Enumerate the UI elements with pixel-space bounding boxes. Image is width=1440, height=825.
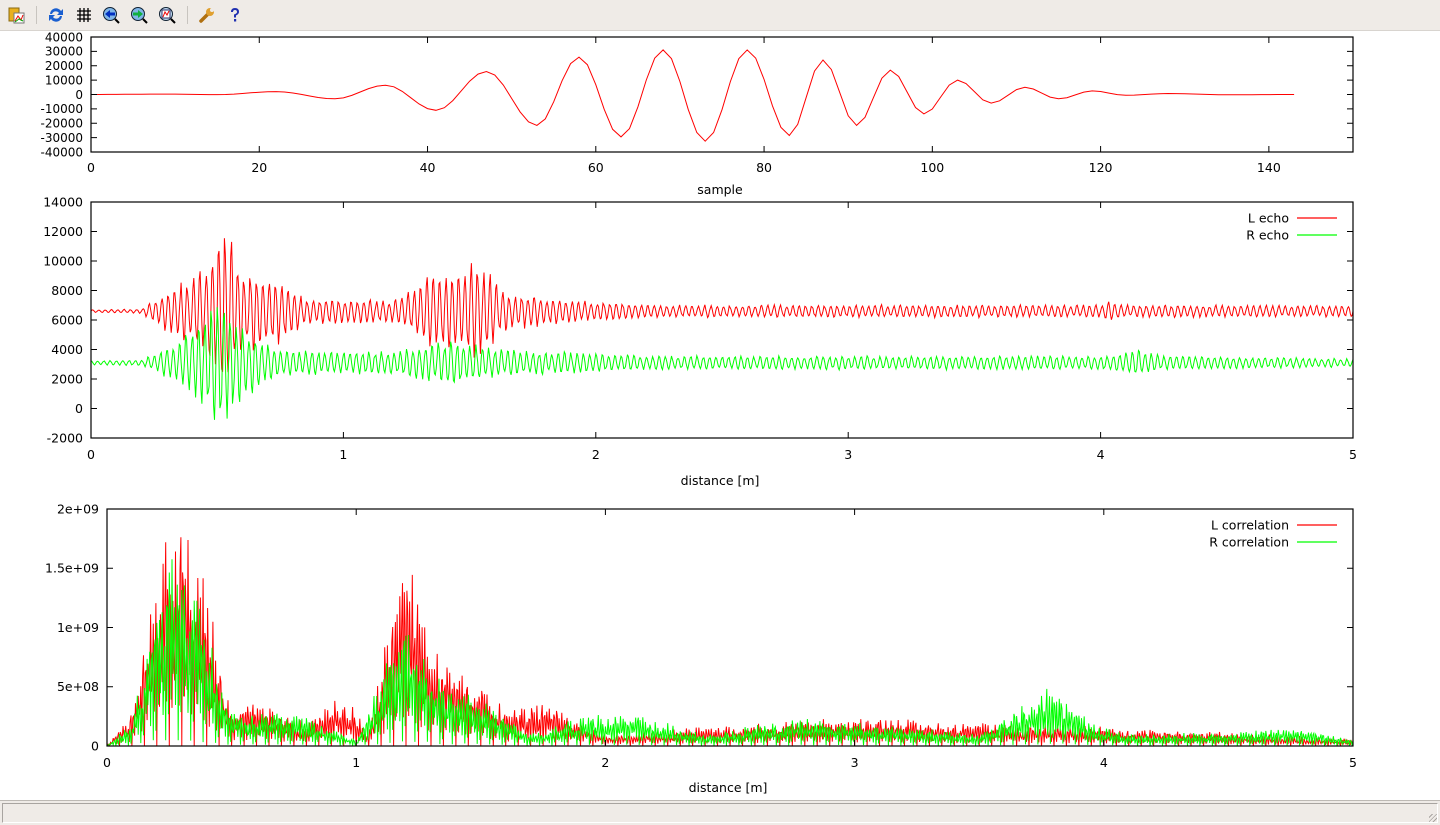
series-l-echo [91, 238, 1353, 373]
y-tick-label: 0 [75, 88, 83, 102]
autoscale-icon[interactable] [157, 5, 177, 25]
y-tick-label: 30000 [45, 45, 83, 59]
resize-grip[interactable] [1429, 814, 1437, 822]
x-tick-label: 80 [756, 160, 772, 175]
x-tick-label: 5 [1349, 447, 1357, 462]
x-tick-label: 2 [592, 447, 600, 462]
y-tick-label: 40000 [45, 31, 83, 44]
y-tick-label: 2e+09 [57, 501, 99, 516]
y-tick-label: -40000 [40, 145, 83, 159]
x-tick-label: 0 [87, 160, 95, 175]
grid-icon[interactable] [74, 5, 94, 25]
x-tick-label: 0 [103, 755, 111, 770]
y-tick-label: 2000 [51, 371, 83, 386]
x-tick-label: 60 [588, 160, 604, 175]
status-bar [0, 800, 1440, 825]
x-axis-label: sample [697, 182, 743, 197]
series-r-correlation [107, 559, 1353, 746]
y-tick-label: -10000 [40, 102, 83, 116]
y-tick-label: -30000 [40, 131, 83, 145]
legend-label: L correlation [1211, 518, 1289, 533]
plot-border [90, 36, 1354, 153]
x-tick-label: 1 [352, 755, 360, 770]
zoom-previous-icon[interactable] [101, 5, 121, 25]
series-signal [91, 49, 1295, 142]
help-icon[interactable] [225, 5, 245, 25]
x-tick-label: 2 [601, 755, 609, 770]
y-tick-label: 12000 [43, 224, 83, 239]
x-tick-label: 3 [851, 755, 859, 770]
chart-1: 0 20 40 60 80 100 120 140 -40000-30000-20000-100… [40, 31, 1354, 197]
y-tick-label: 6000 [51, 312, 83, 327]
y-tick-label: 10000 [45, 73, 83, 87]
x-tick-label: 120 [1089, 160, 1113, 175]
legend-label: R echo [1246, 228, 1289, 243]
x-tick-label: 3 [844, 447, 852, 462]
y-tick-label: 5e+08 [57, 679, 99, 694]
y-tick-label: 0 [75, 401, 83, 416]
plot-canvas: 0 20 40 60 80 100 120 140-40000-30000-20000-100… [40, 31, 1357, 795]
zoom-next-icon[interactable] [129, 5, 149, 25]
replot-icon[interactable] [46, 5, 66, 25]
toolbar-separator [36, 6, 37, 24]
x-axis-label: distance [m] [689, 780, 768, 795]
y-tick-label: -20000 [40, 117, 83, 131]
x-tick-label: 140 [1257, 160, 1281, 175]
legend-label: L echo [1248, 211, 1289, 226]
plot-border [106, 508, 1354, 747]
copy-to-clipboard-icon[interactable] [6, 5, 26, 25]
status-field [2, 803, 1438, 823]
x-tick-label: 1 [339, 447, 347, 462]
toolbar-separator [187, 6, 188, 24]
chart-2: 0 1 2 3 4 5 -2000 0 2000 4000 6000 8000 10000 12000 14… [43, 194, 1357, 488]
options-wrench-icon[interactable] [197, 5, 217, 25]
x-tick-label: 5 [1349, 755, 1357, 770]
x-tick-label: 4 [1100, 755, 1108, 770]
y-tick-label: 20000 [45, 59, 83, 73]
y-tick-label: -2000 [47, 430, 83, 445]
y-tick-label: 10000 [43, 253, 83, 268]
x-tick-label: 40 [420, 160, 436, 175]
x-tick-label: 0 [87, 447, 95, 462]
y-tick-label: 4000 [51, 342, 83, 357]
series-r-echo [91, 307, 1353, 420]
x-tick-label: 100 [920, 160, 944, 175]
x-tick-label: 20 [251, 160, 267, 175]
chart-3: 0 1 2 3 4 5 0 5e+08 1e+09 1.5e+09 2e+09 distance [m… [45, 501, 1357, 795]
y-tick-label: 1.5e+09 [45, 561, 99, 576]
x-tick-label: 4 [1097, 447, 1105, 462]
legend-label: R correlation [1209, 535, 1289, 550]
series-l-correlation [107, 537, 1353, 746]
y-tick-label: 0 [91, 738, 99, 753]
toolbar [0, 0, 1440, 31]
y-tick-label: 8000 [51, 283, 83, 298]
y-tick-label: 1e+09 [57, 620, 99, 635]
x-axis-label: distance [m] [681, 473, 760, 488]
y-tick-label: 14000 [43, 194, 83, 209]
